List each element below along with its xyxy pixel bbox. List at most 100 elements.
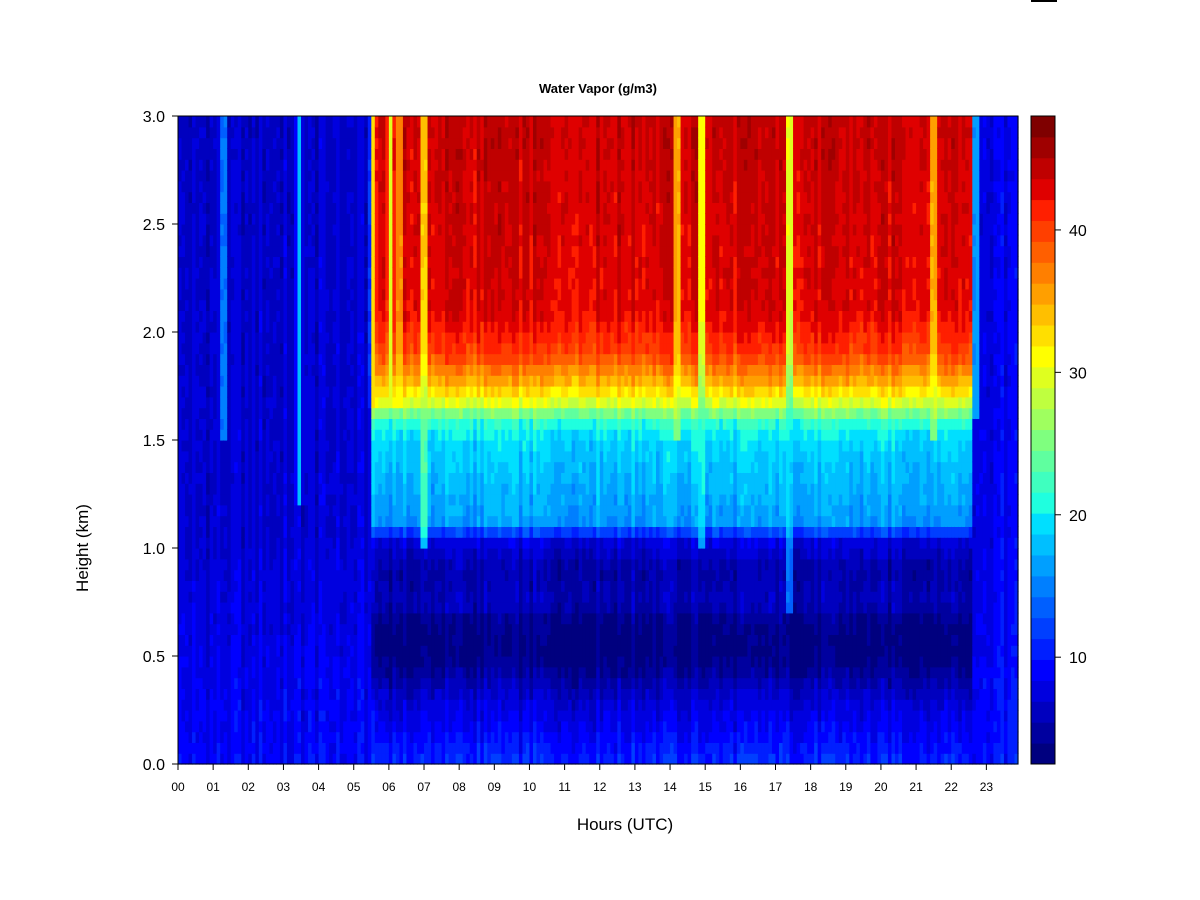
heatmap-cell: [262, 256, 267, 268]
heatmap-cell: [202, 515, 207, 527]
heatmap-cell: [311, 483, 316, 495]
heatmap-cell: [195, 558, 200, 571]
heatmap-cell: [308, 224, 313, 236]
heatmap-cell: [276, 472, 281, 484]
heatmap-cell: [371, 332, 376, 344]
heatmap-cell: [318, 278, 323, 290]
heatmap-cell: [336, 245, 341, 257]
heatmap-cell: [466, 321, 471, 333]
heatmap-cell: [367, 137, 372, 149]
heatmap-cell: [206, 396, 211, 409]
heatmap-cell: [353, 321, 358, 333]
heatmap-cell: [434, 569, 439, 581]
heatmap-cell: [381, 245, 386, 257]
heatmap-cell: [301, 278, 306, 290]
heatmap-cell: [371, 234, 376, 247]
heatmap-cell: [265, 602, 270, 614]
heatmap-cell: [336, 126, 341, 139]
heatmap-cell: [230, 656, 235, 668]
heatmap-cell: [251, 310, 256, 322]
heatmap-cell: [262, 461, 267, 473]
heatmap-cell: [420, 612, 425, 625]
heatmap-cell: [357, 731, 362, 743]
heatmap-cell: [255, 537, 260, 549]
heatmap-cell: [293, 407, 299, 419]
heatmap-cell: [297, 591, 302, 603]
heatmap-cell: [360, 753, 365, 765]
heatmap-cell: [276, 310, 281, 322]
heatmap-cell: [459, 429, 464, 441]
heatmap-cell: [459, 526, 464, 538]
heatmap-cell: [216, 180, 221, 193]
heatmap-cell: [223, 288, 228, 301]
heatmap-cell: [265, 483, 270, 495]
heatmap-cell: [339, 256, 344, 268]
heatmap-cell: [251, 731, 256, 743]
heatmap-cell: [311, 332, 316, 344]
heatmap-cell: [438, 342, 443, 355]
heatmap-cell: [293, 256, 299, 268]
heatmap-cell: [276, 677, 281, 689]
heatmap-cell: [459, 580, 464, 592]
heatmap-cell: [216, 299, 221, 311]
heatmap-cell: [388, 180, 393, 193]
heatmap-cell: [286, 375, 292, 387]
heatmap-cell: [357, 407, 362, 419]
heatmap-cell: [357, 234, 362, 247]
heatmap-cell: [227, 634, 232, 646]
heatmap-cell: [413, 116, 418, 128]
heatmap-cell: [360, 742, 365, 754]
heatmap-cell: [445, 407, 450, 419]
heatmap-cell: [466, 753, 471, 765]
heatmap-cell: [220, 710, 225, 722]
heatmap-cell: [374, 623, 379, 635]
heatmap-cell: [237, 450, 242, 463]
heatmap-cell: [315, 710, 320, 722]
heatmap-cell: [255, 666, 260, 679]
heatmap-cell: [339, 666, 344, 679]
heatmap-cell: [438, 710, 443, 722]
heatmap-cell: [448, 364, 453, 376]
heatmap-cell: [213, 278, 218, 290]
heatmap-cell: [378, 321, 383, 333]
heatmap-cell: [427, 170, 432, 182]
heatmap-cell: [325, 245, 330, 257]
heatmap-cell: [258, 472, 263, 484]
heatmap-cell: [244, 429, 249, 441]
heatmap-cell: [269, 504, 274, 517]
heatmap-cell: [438, 656, 443, 668]
heatmap-cell: [406, 396, 411, 409]
heatmap-cell: [332, 504, 337, 517]
heatmap-cell: [276, 375, 281, 387]
heatmap-cell: [192, 591, 197, 603]
heatmap-cell: [185, 407, 190, 419]
heatmap-cell: [329, 278, 334, 290]
heatmap-cell: [409, 688, 415, 700]
heatmap-cell: [272, 278, 278, 290]
heatmap-cell: [343, 504, 348, 517]
heatmap-cell: [209, 537, 214, 549]
heatmap-cell: [227, 126, 232, 139]
heatmap-cell: [336, 342, 341, 355]
heatmap-cell: [220, 699, 225, 711]
heatmap-cell: [181, 537, 186, 549]
heatmap-cell: [336, 569, 341, 581]
heatmap-cell: [374, 170, 379, 182]
heatmap-cell: [378, 429, 383, 441]
heatmap-cell: [290, 720, 295, 733]
heatmap-cell: [255, 213, 260, 225]
heatmap-cell: [251, 256, 256, 268]
heatmap-cell: [427, 137, 432, 149]
heatmap-cell: [399, 148, 404, 160]
heatmap-cell: [315, 342, 320, 355]
heatmap-cell: [367, 515, 372, 527]
heatmap-cell: [413, 450, 418, 463]
heatmap-cell: [378, 580, 383, 592]
heatmap-cell: [420, 591, 425, 603]
heatmap-cell: [434, 526, 439, 538]
heatmap-cell: [452, 353, 457, 365]
heatmap-cell: [297, 116, 302, 128]
heatmap-cell: [297, 612, 302, 625]
heatmap-cell: [213, 191, 218, 203]
heatmap-cell: [462, 677, 467, 689]
